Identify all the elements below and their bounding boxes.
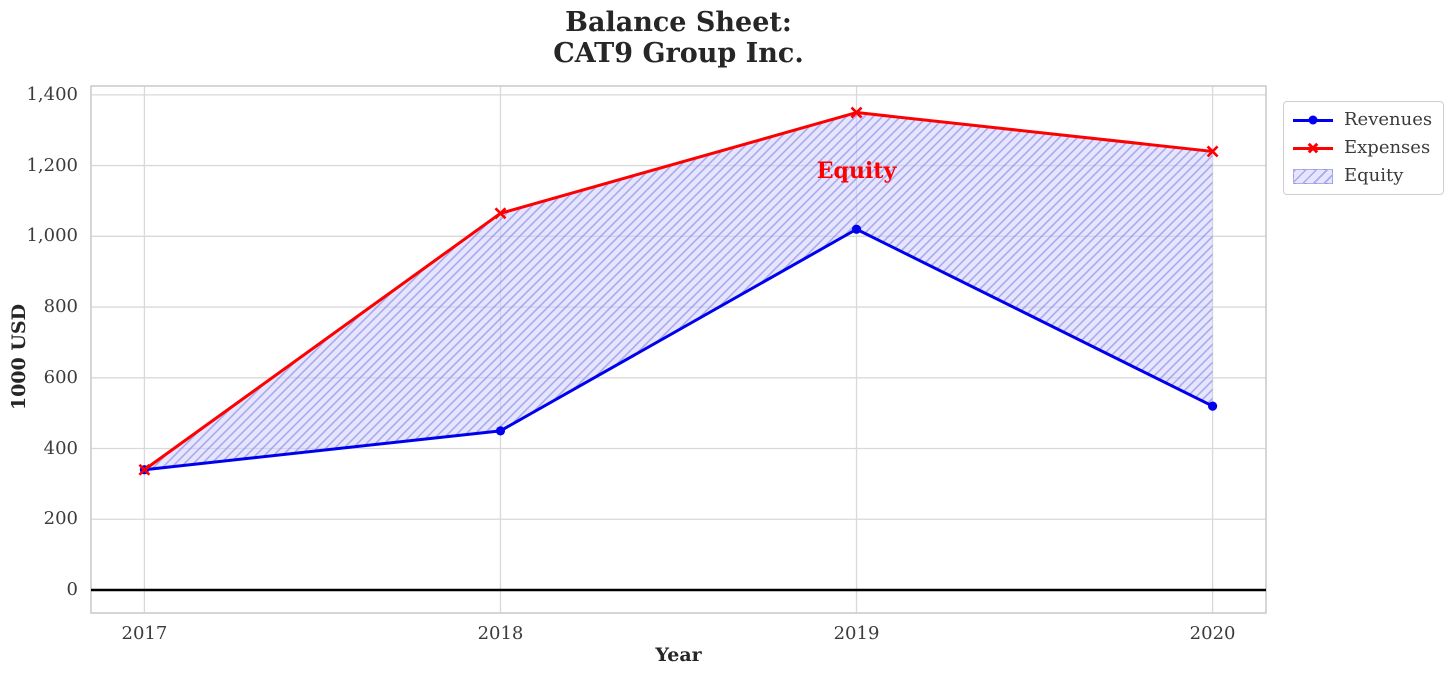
- data-point-marker: [851, 224, 862, 234]
- y-tick-label: 1,000: [26, 225, 78, 247]
- chart-title: Balance Sheet: CAT9 Group Inc.: [91, 7, 1266, 69]
- legend-label-expenses: Expenses: [1344, 137, 1431, 158]
- x-tick-label: 2019: [833, 623, 880, 644]
- y-tick-label: 1,400: [26, 83, 78, 105]
- series-line-expenses: [143, 111, 1213, 471]
- y-axis-label: 1000 USD: [8, 303, 30, 411]
- data-point-marker: [138, 463, 151, 476]
- data-point-marker: [1207, 401, 1218, 411]
- equity-hatch-swatch-icon: [1293, 168, 1333, 184]
- chart-title-line2: CAT9 Group Inc.: [553, 38, 804, 69]
- data-point-marker: [1206, 145, 1219, 158]
- y-tick-label: 600: [43, 366, 78, 388]
- x-tick-label: 2017: [121, 623, 168, 644]
- revenues-line-icon: [1293, 112, 1333, 128]
- y-tick-label: 1,200: [26, 154, 78, 176]
- expenses-line-icon: [1293, 140, 1333, 156]
- chart-title-line1: Balance Sheet:: [565, 7, 792, 38]
- legend-item-revenues: Revenues: [1284, 106, 1443, 134]
- legend-item-equity: Equity: [1284, 162, 1443, 190]
- y-tick-label: 0: [66, 579, 78, 600]
- legend: Revenues Expenses Equity: [1283, 101, 1444, 195]
- data-point-marker: [850, 106, 863, 119]
- y-tick-label: 400: [43, 437, 78, 459]
- series-line-revenues: [144, 227, 1214, 472]
- x-axis-label: Year: [655, 644, 702, 666]
- data-point-marker: [494, 207, 507, 220]
- y-tick-label: 800: [43, 296, 78, 318]
- legend-item-expenses: Expenses: [1284, 134, 1443, 162]
- x-tick-label: 2020: [1189, 623, 1236, 644]
- equity-annotation: Equity: [816, 157, 897, 184]
- legend-label-equity: Equity: [1344, 165, 1404, 186]
- equity-fill-area: [144, 112, 1213, 470]
- data-point-marker: [495, 426, 506, 436]
- legend-label-revenues: Revenues: [1344, 109, 1433, 130]
- plot-frame: [90, 85, 1267, 614]
- y-tick-label: 200: [43, 508, 78, 530]
- x-tick-label: 2018: [477, 623, 524, 644]
